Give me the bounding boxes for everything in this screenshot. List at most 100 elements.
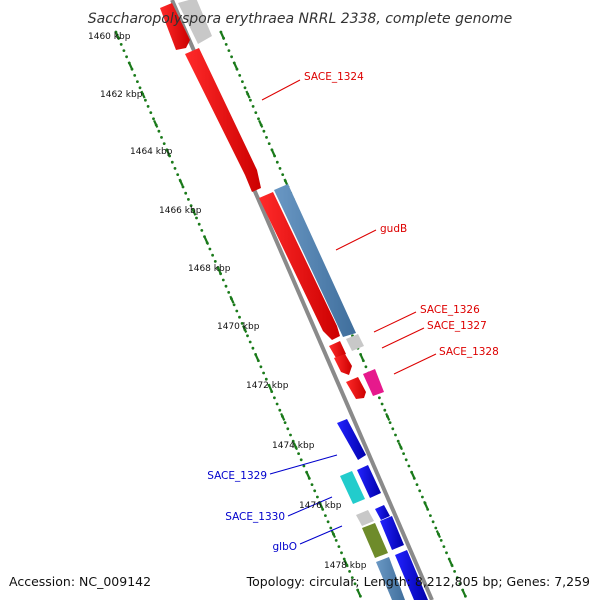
- leader-SACE_1324: [261, 79, 301, 101]
- gene-SACE_1328[interactable]: [363, 369, 384, 396]
- tick-dot: [208, 247, 212, 251]
- gene-labels: SACE_1324 gudB SACE_1326 SACE_1327 SACE_…: [207, 71, 499, 553]
- gene-gudB[interactable]: [274, 184, 356, 337]
- gene-SACE_1324[interactable]: [185, 48, 261, 192]
- label-glbO[interactable]: glbO: [272, 541, 297, 553]
- tick-dot: [230, 55, 234, 59]
- tick-dot: [195, 216, 198, 220]
- gene-grey-lower[interactable]: [356, 510, 374, 526]
- genome-summary-text: Topology: circular; Length: 8,212,805 bp…: [246, 574, 590, 589]
- tick-dot: [251, 346, 255, 350]
- tick-dot: [302, 464, 306, 468]
- tick-dot: [316, 495, 319, 499]
- tick-mark: [245, 90, 251, 99]
- tick-dot: [391, 427, 395, 431]
- gene-top-red[interactable]: [160, 3, 190, 50]
- tick-dot: [119, 43, 123, 46]
- tick-dot: [211, 253, 215, 257]
- tick-dot: [227, 49, 231, 52]
- leader-SACE_1328: [393, 353, 437, 375]
- gene-red-5[interactable]: [346, 377, 366, 399]
- tick-dot: [458, 582, 462, 586]
- tick-mark: [241, 325, 248, 333]
- tick-dot: [259, 365, 263, 369]
- tick-dot: [157, 129, 161, 133]
- gene-blue-5[interactable]: [395, 550, 428, 600]
- tick-mark: [232, 61, 238, 70]
- leader-SACE_1326: [373, 311, 417, 333]
- tick-dot: [257, 117, 260, 121]
- gene-blue-3[interactable]: [375, 505, 390, 520]
- tick-mark: [435, 530, 442, 539]
- tick-mark: [203, 237, 210, 246]
- tick-dot: [144, 98, 147, 102]
- tick-dot: [329, 526, 333, 530]
- label-SACE_1324[interactable]: SACE_1324: [304, 71, 364, 83]
- tick-dot: [364, 365, 368, 369]
- tick-dot: [455, 576, 459, 579]
- tick-dot: [189, 204, 193, 208]
- tick-mark: [178, 178, 184, 187]
- tick-dot: [378, 396, 381, 400]
- tick-mark: [292, 442, 299, 451]
- label-SACE_1326[interactable]: SACE_1326: [420, 304, 480, 316]
- gene-blue-4[interactable]: [380, 516, 404, 550]
- label-gudB[interactable]: gudB: [380, 223, 407, 235]
- label-SACE_1327[interactable]: SACE_1327: [427, 320, 487, 332]
- tick-dot: [200, 229, 204, 232]
- tick-dot: [278, 167, 282, 170]
- tick-dot: [125, 55, 128, 59]
- gene-steel-bottom[interactable]: [376, 557, 405, 600]
- tick-dot: [310, 483, 314, 486]
- tick-label: 1464 kbp: [130, 147, 173, 157]
- genes-outer: [274, 184, 428, 600]
- tick-dot: [173, 167, 177, 170]
- gene-red-2[interactable]: [259, 192, 340, 340]
- tick-dot: [238, 74, 242, 77]
- gene-SACE_1326[interactable]: [346, 334, 364, 351]
- tick-dot: [353, 582, 357, 586]
- tick-dot: [246, 334, 249, 338]
- gene-SACE_1329[interactable]: [337, 419, 366, 460]
- tick-dot: [176, 173, 180, 177]
- gene-blue-2[interactable]: [357, 465, 381, 498]
- tick-dot: [243, 86, 247, 90]
- tick-dot: [240, 322, 244, 325]
- tick-dot: [273, 396, 276, 400]
- leader-SACE_1329: [269, 454, 338, 475]
- tick-mark: [254, 354, 260, 363]
- tick-dots-left: [114, 30, 362, 598]
- tick-dot: [404, 458, 408, 462]
- label-SACE_1328[interactable]: SACE_1328: [439, 346, 499, 358]
- tick-dot: [265, 136, 268, 139]
- tick-dot: [383, 408, 387, 412]
- gene-red-3[interactable]: [329, 341, 346, 358]
- gene-cyan[interactable]: [340, 471, 365, 504]
- tick-dot: [283, 421, 287, 424]
- gene-glbO[interactable]: [362, 523, 388, 558]
- label-SACE_1329[interactable]: SACE_1329: [207, 470, 267, 482]
- gene-red-4[interactable]: [334, 354, 352, 375]
- tick-dot: [442, 545, 446, 548]
- tick-mark: [267, 383, 273, 392]
- tick-dot: [122, 49, 126, 52]
- tick-dot: [221, 278, 225, 282]
- tick-dot: [267, 142, 271, 146]
- map-title: Saccharopolyspora erythraea NRRL 2338, c…: [88, 11, 513, 27]
- tick-dot: [275, 160, 279, 164]
- tick-dot: [289, 433, 292, 437]
- tick-dot: [321, 508, 325, 511]
- label-SACE_1330[interactable]: SACE_1330: [225, 511, 285, 523]
- leader-glbO: [299, 525, 343, 545]
- tick-mark: [397, 442, 404, 451]
- tick-dot: [402, 452, 405, 455]
- tick-mark: [258, 119, 264, 128]
- tick-dot: [434, 526, 438, 530]
- tick-dot: [324, 514, 327, 517]
- tick-dot: [152, 117, 155, 121]
- tick-dot: [445, 551, 448, 555]
- gene-top-grey[interactable]: [178, 0, 212, 44]
- tick-dot: [429, 514, 432, 517]
- tick-dot: [415, 483, 419, 486]
